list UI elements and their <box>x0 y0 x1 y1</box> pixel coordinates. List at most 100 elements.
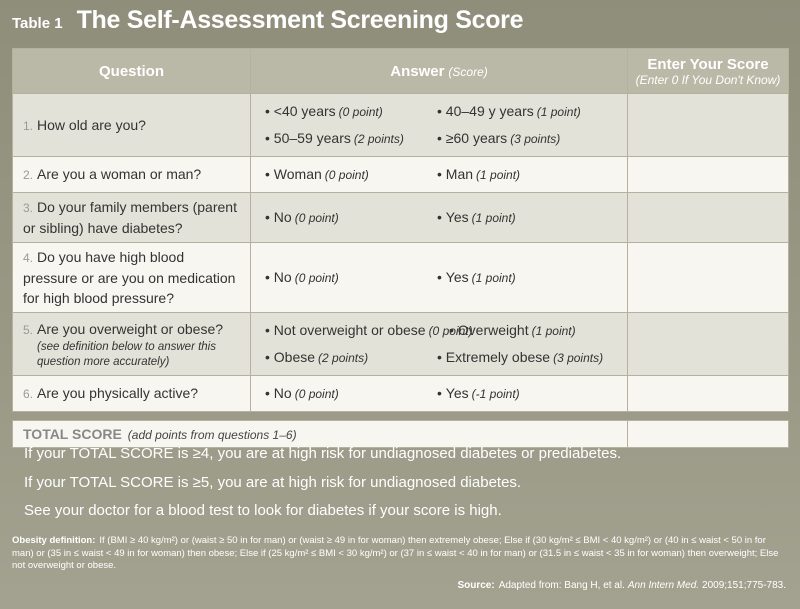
footnote-text: If (BMI ≥ 40 kg/m²) or (waist ≥ 50 in fo… <box>12 535 779 571</box>
answer-score: (-1 point) <box>471 387 520 401</box>
question-text: Do you have high blood pressure or are y… <box>23 249 236 306</box>
total-cell: TOTAL SCORE (add points from questions 1–… <box>12 420 628 448</box>
answer-score: (2 points) <box>318 351 369 365</box>
answer-option: No(0 point) <box>265 380 425 407</box>
header-row: Question Answer (Score) Enter Your Score (En… <box>12 48 789 94</box>
messages: If your TOTAL SCORE is ≥4, you are at hi… <box>24 440 621 526</box>
answer-option: <40 years(0 point) <box>265 98 425 125</box>
answer-option: Overweight(1 point) <box>449 317 609 344</box>
answer-option: ≥60 years(3 points) <box>437 125 597 152</box>
question-cell: 2. Are you a woman or man? <box>12 156 251 193</box>
total-note: (add points from questions 1–6) <box>127 428 297 442</box>
answer-score: (0 point) <box>294 387 339 401</box>
question-row: 5. Are you overweight or obese? (see defin… <box>12 312 789 376</box>
answer-score: (1 point) <box>536 105 581 119</box>
answer-text: No <box>273 269 292 285</box>
score-entry <box>627 312 789 376</box>
answer-line: Not overweight or obese(0 point)Overweig… <box>265 317 621 344</box>
footnote-label: Obesity definition: <box>12 535 96 546</box>
answer-text: ≥60 years <box>445 130 508 146</box>
total-row: TOTAL SCORE (add points from questions 1–… <box>12 420 789 448</box>
question-text: Are you overweight or obese? <box>37 320 224 337</box>
answer-text: 40–49 y years <box>445 103 534 119</box>
answer-score: (1 point) <box>471 211 516 225</box>
answer-text: Extremely obese <box>445 349 551 365</box>
answer-line: Obese(2 points) Extremely obese(3 points) <box>265 344 621 371</box>
answer-line: No(0 point) Yes(-1 point) <box>265 380 621 407</box>
column-note: (Score) <box>448 64 488 79</box>
answer-cell: Woman(0 point) Man(1 point) <box>250 156 628 193</box>
answer-score: (1 point) <box>531 324 576 338</box>
answer-cell: <40 years(0 point) 40–49 y years(1 point)… <box>250 93 628 157</box>
answer-line: <40 years(0 point) 40–49 y years(1 point) <box>265 98 621 125</box>
question-number: 4. <box>23 251 34 265</box>
column-title: Enter Your Score <box>647 55 769 73</box>
question-text: How old are you? <box>37 116 146 133</box>
source-journal: Ann Intern Med. <box>627 580 700 591</box>
column-header: Enter Your Score (Enter 0 If You Don't Kn… <box>627 48 789 94</box>
answer-text: No <box>273 209 292 225</box>
answer-cell: No(0 point) Yes(1 point) <box>250 192 628 243</box>
answer-option: No(0 point) <box>265 204 425 231</box>
score-entry <box>627 156 789 193</box>
total-table: TOTAL SCORE (add points from questions 1–… <box>12 420 789 448</box>
message: If your TOTAL SCORE is ≥5, you are at hi… <box>24 473 522 491</box>
column-note: (Enter 0 If You Don't Know) <box>635 72 781 87</box>
question-cell: 3. Do your family members (parent or sibl… <box>12 192 251 243</box>
answer-score: (0 point) <box>294 211 339 225</box>
answer-text: Obese <box>273 349 316 365</box>
total-entry <box>627 420 789 448</box>
score-entry <box>627 242 789 313</box>
answer-option: Yes(-1 point) <box>437 380 597 407</box>
answer-score: (2 points) <box>353 132 404 146</box>
answer-option: Yes(1 point) <box>437 264 597 291</box>
question-row: 2.Are you a woman or man? Woman(0 point) M… <box>12 156 789 193</box>
question-number: 3. <box>23 201 34 215</box>
column-header: Question <box>12 48 251 94</box>
answer-score: (0 point) <box>324 168 369 182</box>
answer-text: 50–59 years <box>273 130 351 146</box>
message: If your TOTAL SCORE is ≥4, you are at hi… <box>24 445 622 462</box>
answer-cell: Not overweight or obese(0 point)Overweig… <box>250 312 628 376</box>
answer-score: (3 points) <box>553 351 604 365</box>
answer-option: Man(1 point) <box>437 161 597 188</box>
answer-text: <40 years <box>273 103 336 119</box>
answer-line: No(0 point) Yes(1 point) <box>265 204 621 231</box>
answer-text: Man <box>445 166 474 182</box>
score-entry <box>627 192 789 243</box>
column-title: Answer <box>390 62 445 80</box>
question-number: 2. <box>23 168 34 182</box>
answer-score: (0 point) <box>294 271 339 285</box>
answer-line: Woman(0 point) Man(1 point) <box>265 161 621 188</box>
answer-score: (1 point) <box>471 271 516 285</box>
question-note: (see definition below to answer this que… <box>37 340 216 368</box>
answer-text: Overweight <box>457 322 529 338</box>
question-cell: 6. Are you physically active? <box>12 375 251 412</box>
source-label: Source: <box>457 580 495 591</box>
question-text: Do your family members (parent or siblin… <box>23 199 237 236</box>
question-number: 6. <box>23 387 34 401</box>
question-number: 5. <box>23 322 34 337</box>
answer-option: Obese(2 points) <box>265 344 425 371</box>
question-row: 4. Do you have high blood pressure or are… <box>12 242 789 313</box>
answer-text: Not overweight or obese <box>273 322 426 338</box>
answer-option: Extremely obese(3 points) <box>437 344 603 371</box>
answer-option: Not overweight or obese(0 point) <box>265 317 473 344</box>
question-number: 1. <box>23 118 34 133</box>
question-cell: 5. Are you overweight or obese? (see defin… <box>12 312 251 376</box>
answer-option: 40–49 y years(1 point) <box>437 98 597 125</box>
answer-option: Yes(1 point) <box>437 204 597 231</box>
source-text: Adapted from: Bang H, et al. <box>498 580 625 591</box>
column-header: Answer (Score) <box>250 48 628 94</box>
answer-text: Yes <box>445 269 469 285</box>
total-label: TOTAL SCORE <box>23 426 122 442</box>
source-citation: 2009;151;775-783. <box>702 580 786 591</box>
answer-option: Woman(0 point) <box>265 161 425 188</box>
answer-cell: No(0 point) Yes(-1 point) <box>250 375 628 412</box>
score-entry <box>627 375 789 412</box>
answer-score: (1 point) <box>476 168 521 182</box>
table-frame: Question Answer (Score) Enter Your Score (En… <box>12 48 789 448</box>
question-row: 1.How old are you? <40 years(0 point) 40–4… <box>12 93 789 157</box>
answer-text: Yes <box>445 209 469 225</box>
